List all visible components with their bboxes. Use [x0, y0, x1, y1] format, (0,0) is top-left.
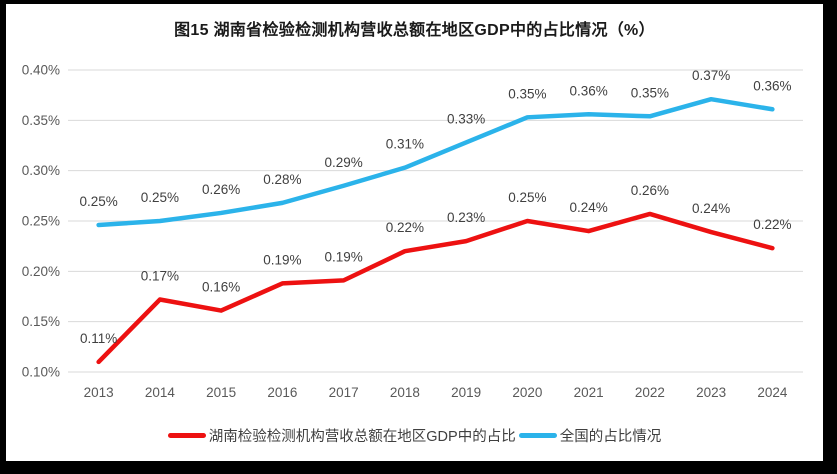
- x-axis-tick: 2022: [635, 385, 665, 400]
- x-axis-tick: 2024: [757, 385, 788, 400]
- y-axis-tick: 0.25%: [22, 214, 60, 229]
- y-axis-tick: 0.30%: [22, 163, 60, 178]
- data-label-national: 0.31%: [386, 137, 424, 152]
- data-label-national: 0.28%: [263, 172, 301, 187]
- data-label-hunan: 0.11%: [80, 331, 117, 346]
- x-axis-tick: 2023: [696, 385, 726, 400]
- x-axis-tick: 2015: [206, 385, 236, 400]
- x-axis-tick: 2020: [512, 385, 542, 400]
- chart-frame: 图15 湖南省检验检测机构营收总额在地区GDP中的占比情况（%） 0.40% 0.…: [6, 4, 823, 461]
- chart-title: 图15 湖南省检验检测机构营收总额在地区GDP中的占比情况（%）: [174, 22, 655, 39]
- data-label-hunan: 0.26%: [631, 183, 669, 198]
- chart-legend: 湖南检验检测机构营收总额在地区GDP中的占比 全国的占比情况: [6, 425, 823, 446]
- x-axis-tick: 2019: [451, 385, 481, 400]
- series-line-hunan: [96, 211, 775, 365]
- x-axis-tick: 2018: [390, 385, 420, 400]
- data-label-hunan: 0.22%: [753, 217, 791, 232]
- x-axis-tick: 2014: [145, 385, 176, 400]
- data-label-national: 0.33%: [447, 111, 485, 126]
- y-axis-tick: 0.40%: [22, 63, 60, 78]
- data-label-hunan: 0.24%: [692, 201, 730, 216]
- data-label-national: 0.36%: [569, 83, 607, 98]
- legend-label-hunan: 湖南检验检测机构营收总额在地区GDP中的占比: [208, 429, 516, 445]
- data-label-national: 0.35%: [631, 85, 669, 100]
- data-label-national: 0.29%: [324, 155, 362, 170]
- data-label-national: 0.36%: [753, 78, 791, 93]
- data-label-national: 0.26%: [202, 182, 240, 197]
- x-axis-tick: 2013: [84, 385, 114, 400]
- data-label-national: 0.25%: [79, 194, 117, 209]
- x-axis-tick: 2017: [329, 385, 359, 400]
- y-axis-tick: 0.20%: [22, 264, 60, 279]
- data-label-hunan: 0.22%: [386, 220, 424, 235]
- line-chart: 0.40% 0.35% 0.30% 0.25% 0.20% 0.15% 0.10% 2013 2…: [22, 63, 803, 400]
- data-label-hunan: 0.23%: [447, 210, 485, 225]
- legend-swatch-hunan: [167, 433, 206, 438]
- legend-label-national: 全国的占比情况: [559, 429, 662, 445]
- data-label-national: 0.25%: [141, 190, 179, 205]
- y-axis-tick: 0.10%: [22, 365, 60, 380]
- data-label-national: 0.37%: [692, 68, 730, 83]
- series-line-national: [96, 96, 775, 228]
- data-label-hunan: 0.17%: [141, 269, 179, 284]
- data-label-hunan: 0.19%: [324, 249, 362, 264]
- data-label-national: 0.35%: [508, 86, 546, 101]
- legend-swatch-national: [518, 433, 557, 438]
- x-axis-tick: 2021: [574, 385, 604, 400]
- data-label-hunan: 0.16%: [202, 280, 240, 295]
- data-label-hunan: 0.19%: [263, 252, 301, 267]
- data-label-hunan: 0.25%: [508, 190, 546, 205]
- x-axis-tick: 2016: [267, 385, 297, 400]
- y-axis-tick: 0.35%: [22, 113, 60, 128]
- y-axis-tick: 0.15%: [22, 314, 60, 329]
- data-label-hunan: 0.24%: [569, 200, 607, 215]
